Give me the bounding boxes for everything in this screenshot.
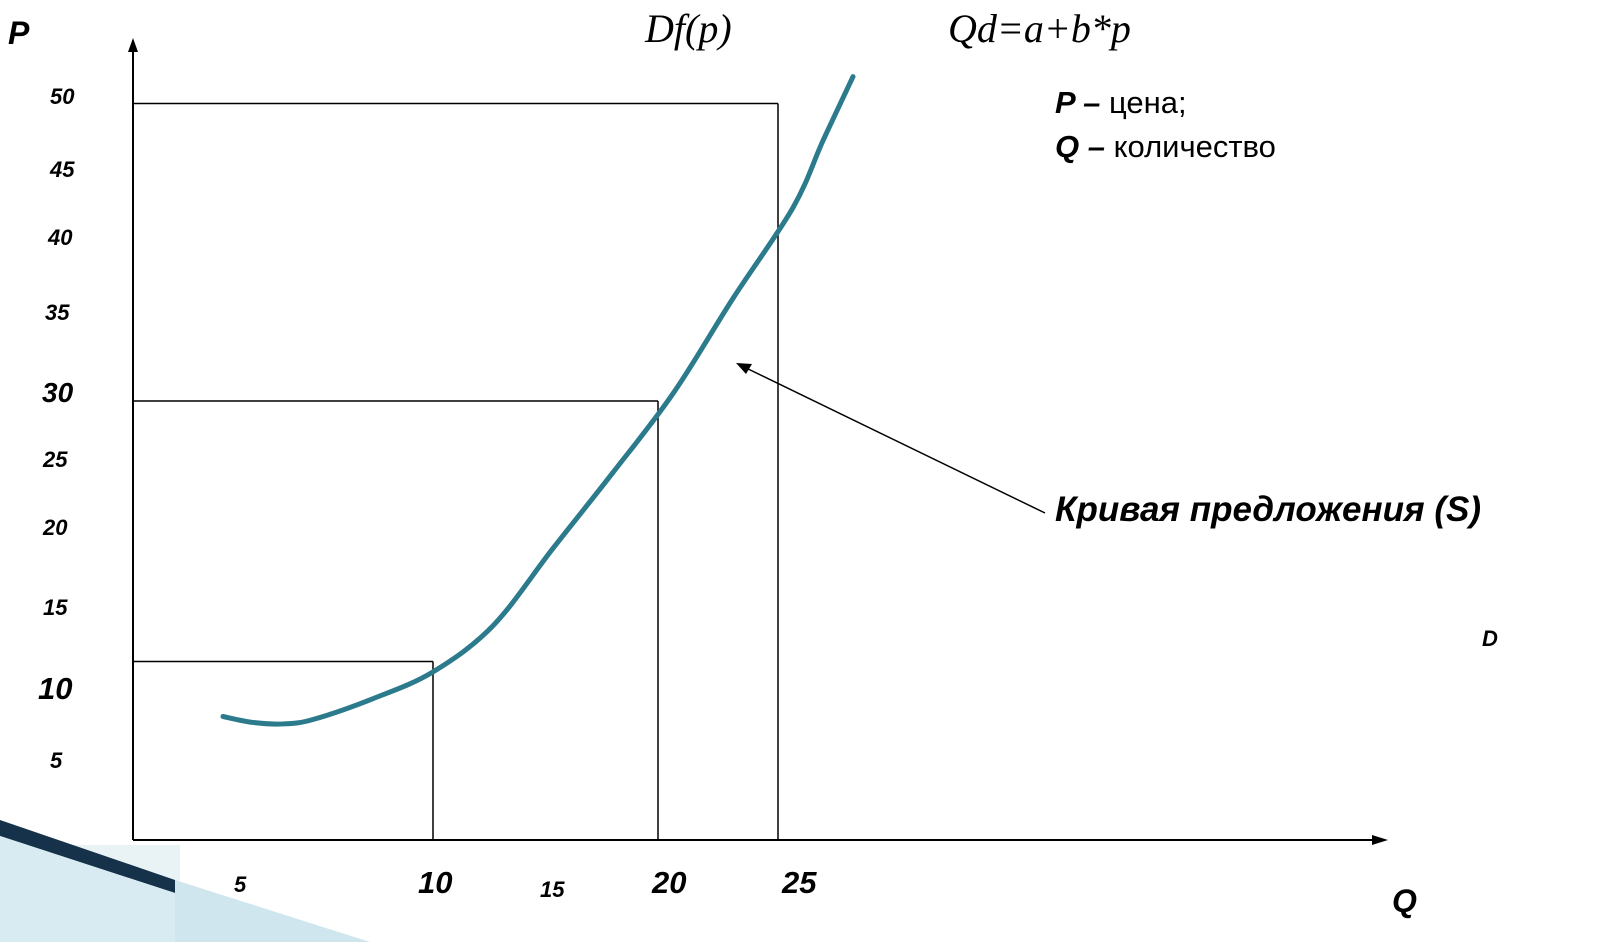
supply-curve bbox=[220, 74, 856, 727]
curve-label: Кривая предложения (S) bbox=[1055, 490, 1481, 529]
y-axis-title: P bbox=[8, 15, 30, 51]
y-tick-label: 40 bbox=[47, 225, 73, 250]
y-tick-label: 30 bbox=[42, 377, 74, 408]
legend-p-symbol: P bbox=[1055, 85, 1076, 120]
legend-p-text: цена; bbox=[1109, 85, 1187, 120]
corner-decoration bbox=[0, 820, 370, 942]
legend-dash: – bbox=[1075, 85, 1109, 120]
x-tick-label: 5 bbox=[234, 872, 247, 897]
y-tick-label: 15 bbox=[43, 595, 68, 620]
x-axis-title: Q bbox=[1392, 883, 1417, 919]
y-tick-label: 10 bbox=[38, 671, 72, 706]
annotation-pointer bbox=[739, 364, 1046, 514]
corner-stripe-blue bbox=[175, 880, 370, 942]
x-tick-label: 25 bbox=[781, 865, 817, 900]
x-tick-label: 15 bbox=[540, 877, 565, 902]
y-tick-label: 5 bbox=[50, 748, 63, 773]
corner-stripe-dark bbox=[0, 820, 175, 893]
legend-q-symbol: Q bbox=[1055, 129, 1079, 164]
reference-lines bbox=[133, 102, 779, 840]
equation-formula: Qd=a+b*p bbox=[948, 6, 1131, 51]
annotation-arrowhead bbox=[736, 363, 752, 374]
function-formula: Df(p) bbox=[644, 6, 732, 51]
y-tick-label: 25 bbox=[42, 447, 68, 472]
legend-price: P – цена; bbox=[1055, 85, 1187, 120]
legend-quantity: Q – количество bbox=[1055, 129, 1276, 164]
legend-dash: – bbox=[1079, 129, 1113, 164]
legend-q-text: количество bbox=[1114, 129, 1276, 164]
y-tick-label: 45 bbox=[49, 157, 75, 182]
y-tick-label: 50 bbox=[50, 84, 75, 109]
x-axis-arrow bbox=[1372, 835, 1388, 845]
corner-letter: D bbox=[1482, 626, 1498, 651]
x-tick-label: 20 bbox=[651, 865, 686, 900]
y-tick-label: 35 bbox=[45, 300, 70, 325]
x-tick-label: 10 bbox=[418, 865, 452, 900]
y-tick-label: 20 bbox=[42, 515, 68, 540]
y-axis-arrow bbox=[128, 38, 138, 52]
corner-stripe-light bbox=[0, 836, 175, 942]
